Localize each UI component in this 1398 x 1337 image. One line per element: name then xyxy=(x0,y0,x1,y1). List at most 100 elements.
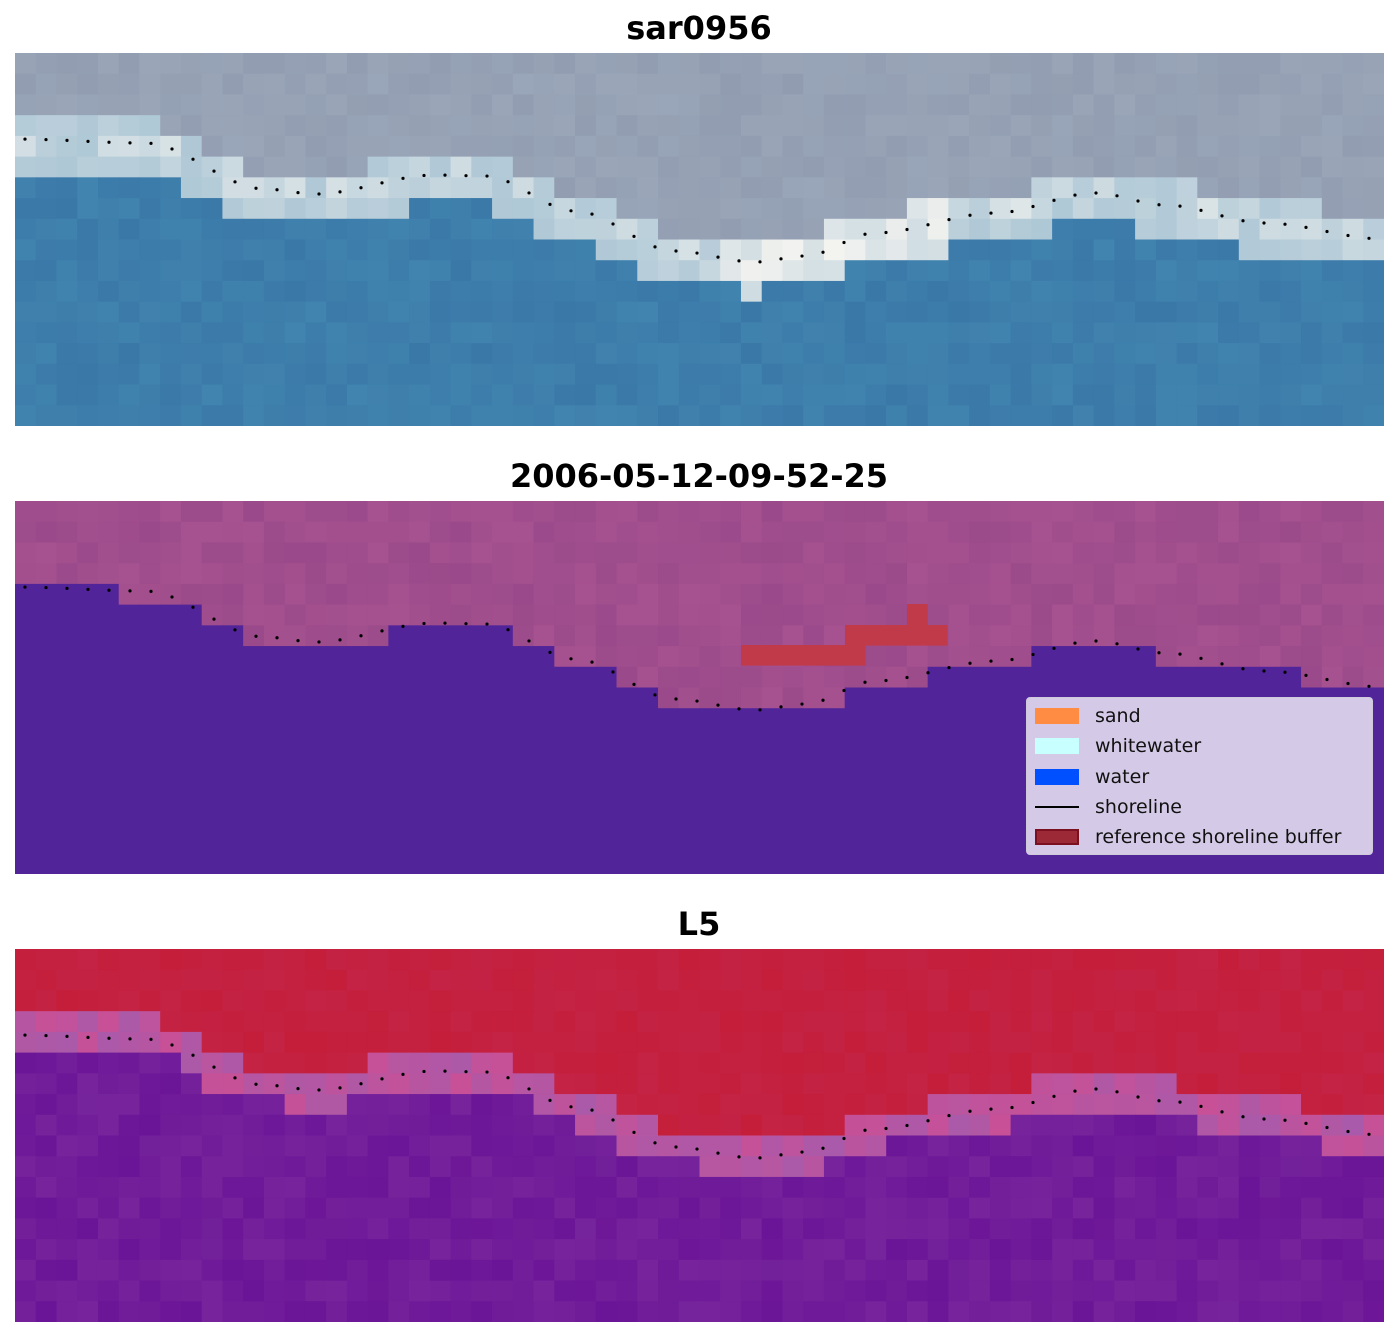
pixel xyxy=(616,563,638,585)
pixel xyxy=(1176,542,1198,564)
pixel xyxy=(450,198,472,220)
pixel xyxy=(180,770,203,792)
pixel xyxy=(1342,969,1364,992)
pixel xyxy=(865,521,887,544)
shoreline-point xyxy=(401,1072,405,1076)
shoreline-point xyxy=(170,147,174,151)
pixel xyxy=(160,1031,182,1054)
pixel xyxy=(201,280,224,303)
pixel xyxy=(761,239,784,261)
pixel xyxy=(1280,1259,1302,1282)
pixel xyxy=(803,280,825,303)
pixel xyxy=(326,1176,348,1199)
pixel xyxy=(1114,1239,1136,1261)
pixel xyxy=(1031,666,1053,689)
pixel xyxy=(969,1073,991,1095)
pixel xyxy=(1010,239,1032,261)
pixel xyxy=(1363,969,1384,992)
pixel xyxy=(429,239,452,261)
pixel xyxy=(1218,542,1240,564)
pixel xyxy=(409,666,431,689)
pixel xyxy=(1031,1301,1053,1322)
pixel xyxy=(533,708,555,730)
pixel xyxy=(243,646,265,668)
pixel xyxy=(533,53,555,75)
pixel xyxy=(1010,853,1032,874)
pixel xyxy=(782,728,804,751)
pixel xyxy=(1052,1114,1074,1137)
pixel xyxy=(886,1239,908,1261)
pixel xyxy=(1238,135,1261,158)
pixel xyxy=(56,1301,78,1322)
pixel xyxy=(554,1280,576,1302)
pixel xyxy=(492,728,514,751)
pixel xyxy=(740,1031,763,1054)
pixel xyxy=(927,770,950,792)
pixel xyxy=(346,853,369,874)
pixel xyxy=(409,218,431,241)
pixel xyxy=(823,405,846,426)
pixel xyxy=(1010,969,1032,992)
shoreline-point xyxy=(464,1070,468,1074)
pixel xyxy=(160,363,182,386)
pixel xyxy=(782,1280,804,1302)
pixel xyxy=(554,363,576,386)
pixel xyxy=(1093,73,1115,96)
pixel xyxy=(637,949,659,971)
pixel xyxy=(1155,1301,1178,1322)
pixel xyxy=(803,53,825,75)
shoreline-point xyxy=(905,227,909,232)
pixel xyxy=(740,811,763,834)
pixel xyxy=(1259,666,1281,689)
pixel xyxy=(56,1011,78,1033)
pixel xyxy=(180,1156,203,1178)
shoreline-point xyxy=(1220,662,1224,666)
pixel xyxy=(969,1031,991,1054)
pixel xyxy=(97,563,120,585)
pixel xyxy=(906,853,929,874)
pixel xyxy=(139,1197,161,1219)
pixel xyxy=(222,990,244,1012)
pixel xyxy=(346,666,369,689)
pixel xyxy=(658,280,680,303)
pixel xyxy=(56,198,78,220)
pixel xyxy=(160,749,182,771)
pixel xyxy=(409,1073,431,1095)
pixel xyxy=(243,853,265,874)
pixel xyxy=(782,198,804,220)
pixel xyxy=(595,1094,618,1116)
pixel xyxy=(533,94,555,116)
pixel xyxy=(948,501,970,523)
pixel xyxy=(35,625,58,647)
pixel xyxy=(346,239,369,261)
pixel xyxy=(1176,156,1198,178)
pixel xyxy=(1363,501,1384,523)
pixel xyxy=(367,604,389,626)
pixel xyxy=(927,301,950,323)
pixel xyxy=(699,853,721,874)
pixel xyxy=(409,1011,431,1033)
pixel xyxy=(740,156,763,178)
pixel xyxy=(1155,156,1178,178)
pixel xyxy=(388,646,410,668)
pixel xyxy=(1259,563,1281,585)
pixel xyxy=(948,115,970,137)
pixel xyxy=(782,301,804,323)
pixel xyxy=(575,1094,597,1116)
pixel xyxy=(782,1156,804,1178)
pixel xyxy=(865,156,887,178)
pixel xyxy=(118,949,141,971)
pixel xyxy=(180,135,203,158)
pixel xyxy=(1301,135,1323,158)
pixel xyxy=(575,542,597,564)
pixel xyxy=(367,770,389,792)
pixel xyxy=(1093,563,1115,585)
pixel xyxy=(678,73,701,96)
pixel xyxy=(886,853,908,874)
pixel xyxy=(450,1259,472,1282)
pixel xyxy=(823,1094,846,1116)
pixel xyxy=(575,115,597,137)
pixel xyxy=(222,770,244,792)
pixel xyxy=(1031,542,1053,564)
shoreline-point xyxy=(1073,193,1077,197)
